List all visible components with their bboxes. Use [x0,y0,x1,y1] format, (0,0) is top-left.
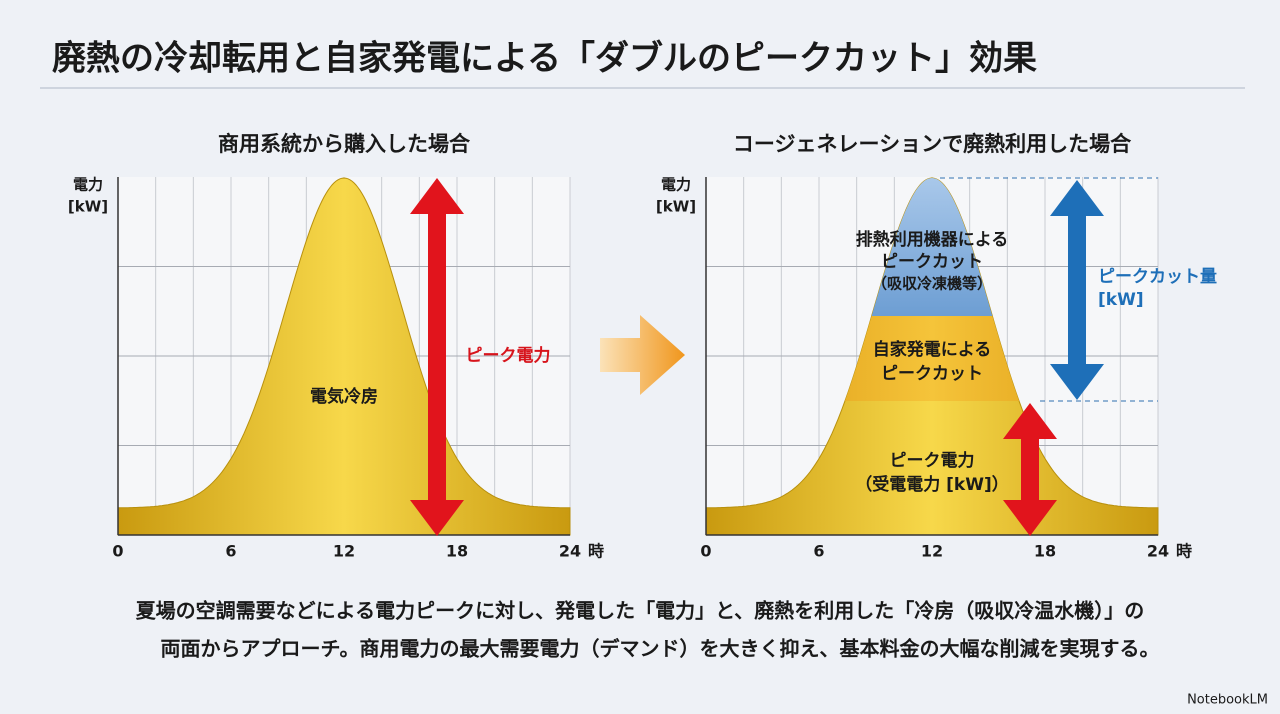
arrow-label: ピーク電力 [466,345,551,366]
x-tick-label: 6 [813,542,824,561]
chart-subtitle: 商用系統から購入した場合 [218,132,471,156]
peak-arrow [410,178,464,536]
area-label: 電気冷房 [310,386,378,407]
x-tick-label: 12 [921,542,943,561]
x-tick-label: 24 [559,542,581,561]
x-tick-label: 18 [446,542,468,561]
area-label: 排熱利用機器による [856,229,1009,250]
x-tick-label: 0 [112,542,123,561]
footer-line: 夏場の空調需要などによる電力ピークに対し、発電した「電力」と、廃熱を利用した「冷… [136,599,1145,623]
area-label: ピークカット [881,364,983,384]
x-tick-label: 12 [333,542,355,561]
slide-title: 廃熱の冷却転用と自家発電による「ダブルのピークカット」効果 [52,39,1037,79]
demand-area [117,177,571,536]
x-tick-label: 18 [1034,542,1056,561]
area-label: ピーク電力 [890,450,975,471]
x-tick-label: 0 [700,542,711,561]
cut-label: [kW] [1098,290,1144,310]
chart-subtitle: コージェネレーションで廃熱利用した場合 [733,132,1132,156]
x-unit: 時 [1176,542,1192,561]
x-tick-label: 6 [225,542,236,561]
footer-line: 両面からアプローチ。商用電力の最大需要電力（デマンド）を大きく抑え、基本料金の大… [161,637,1160,661]
brand: NotebookLM [1187,693,1268,708]
cut-label: ピークカット量 [1098,266,1217,287]
area-label: ピークカット [881,252,983,272]
area-label: （吸収冷凍機等） [872,275,992,293]
y-axis-label: [kW] [68,198,108,216]
transition-arrow [600,315,685,395]
x-unit: 時 [588,542,604,561]
y-axis-label: 電力 [73,176,103,194]
y-axis-label: 電力 [661,176,691,194]
x-tick-label: 24 [1147,542,1169,561]
peak-arrow [1003,403,1057,536]
cut-arrow [1050,180,1104,400]
area-label: 自家発電による [873,339,992,360]
y-axis-label: [kW] [656,198,696,216]
area-label: （受電電力 [kW]） [855,474,1009,495]
